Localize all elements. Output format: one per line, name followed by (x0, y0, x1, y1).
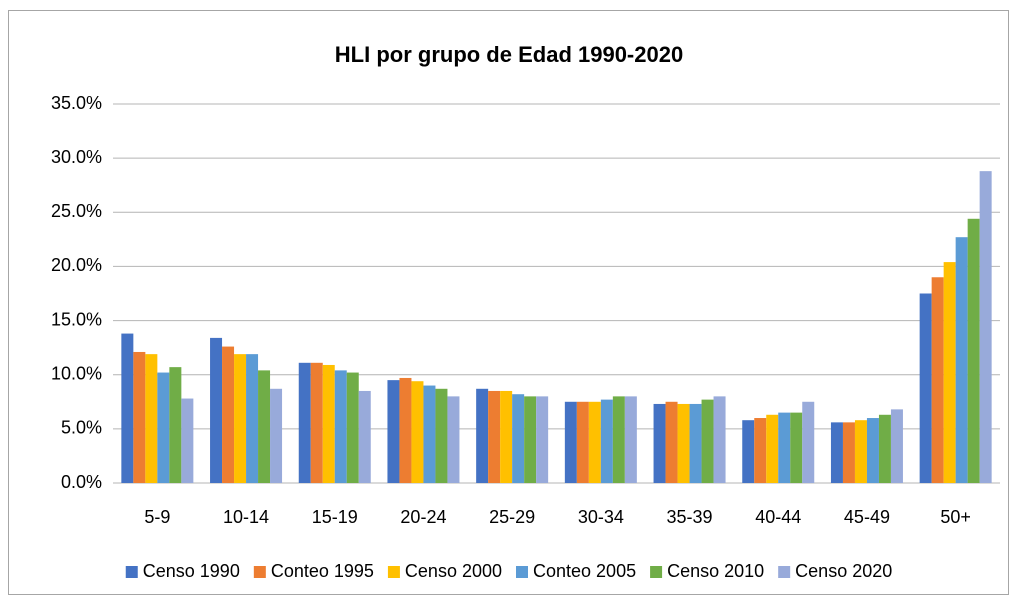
bar (536, 396, 549, 483)
bar (802, 401, 815, 483)
legend-label: Conteo 1995 (271, 561, 374, 581)
bar (854, 420, 867, 483)
bar (387, 380, 400, 483)
bar (157, 372, 170, 483)
bar (133, 351, 146, 483)
bar (588, 401, 601, 483)
bar (298, 362, 311, 483)
bar (310, 362, 323, 483)
bar (423, 385, 436, 483)
x-tick-label: 35-39 (667, 507, 713, 527)
x-tick-label: 40-44 (755, 507, 801, 527)
bar (435, 388, 448, 483)
bar (653, 403, 666, 483)
y-tick-label: 10.0% (51, 363, 102, 383)
bar (169, 367, 182, 483)
bar (754, 418, 767, 483)
bar (979, 171, 992, 483)
bar (677, 403, 690, 483)
x-tick-label: 45-49 (844, 507, 890, 527)
bar (955, 237, 968, 483)
x-tick-label: 25-29 (489, 507, 535, 527)
y-tick-label: 5.0% (61, 418, 102, 438)
bar (830, 422, 843, 483)
bar (624, 396, 637, 483)
bar (576, 401, 589, 483)
bar (878, 414, 891, 483)
y-tick-label: 25.0% (51, 201, 102, 221)
bar (145, 354, 158, 483)
legend-label: Censo 2020 (795, 561, 892, 581)
bar (766, 414, 779, 483)
y-tick-label: 20.0% (51, 255, 102, 275)
x-tick-label: 15-19 (312, 507, 358, 527)
bar (612, 396, 625, 483)
x-tick-label: 30-34 (578, 507, 624, 527)
bar (790, 412, 803, 483)
bar (931, 277, 944, 483)
bar (258, 370, 271, 483)
y-tick-label: 0.0% (61, 472, 102, 492)
bar (512, 394, 525, 483)
bar (943, 262, 956, 483)
legend-marker (253, 566, 266, 578)
bar (234, 354, 247, 483)
y-tick-label: 30.0% (51, 147, 102, 167)
bar (778, 412, 791, 483)
legend-label: Censo 1990 (143, 561, 240, 581)
bar (121, 333, 134, 483)
y-tick-label: 15.0% (51, 309, 102, 329)
bar (713, 396, 726, 483)
bar (488, 390, 501, 483)
bar (411, 381, 424, 483)
legend-label: Censo 2000 (405, 561, 502, 581)
x-tick-label: 50+ (940, 507, 971, 527)
bar (600, 399, 613, 483)
bar (564, 401, 577, 483)
chart-border (8, 10, 1009, 595)
bar (842, 422, 855, 483)
bar (447, 396, 460, 483)
bar (524, 396, 537, 483)
bar (222, 346, 235, 483)
bar (322, 364, 335, 483)
legend-marker (516, 566, 528, 578)
legend-marker (778, 566, 791, 578)
bar (866, 418, 879, 483)
bar (246, 354, 259, 483)
bar (701, 399, 714, 483)
bar (334, 370, 347, 483)
legend-marker (650, 566, 663, 578)
x-tick-label: 10-14 (223, 507, 269, 527)
x-tick-label: 5-9 (144, 507, 170, 527)
bar (689, 403, 702, 483)
x-tick-label: 20-24 (400, 507, 446, 527)
bar (500, 390, 513, 483)
bar (210, 337, 223, 483)
legend-marker (387, 566, 400, 578)
bar (967, 218, 980, 484)
legend-label: Conteo 2005 (533, 561, 636, 581)
bar (665, 401, 678, 483)
chart-title: HLI por grupo de Edad 1990-2020 (335, 42, 683, 67)
bar (346, 372, 359, 483)
bar (890, 409, 903, 483)
legend-label: Censo 2010 (667, 561, 764, 581)
legend-marker (125, 566, 138, 578)
bar (919, 293, 932, 483)
y-tick-label: 35.0% (51, 93, 102, 113)
bar (358, 390, 371, 483)
bar (181, 398, 194, 483)
bar (742, 420, 755, 483)
bar (270, 388, 283, 483)
bar (399, 377, 412, 483)
bar (476, 388, 489, 483)
